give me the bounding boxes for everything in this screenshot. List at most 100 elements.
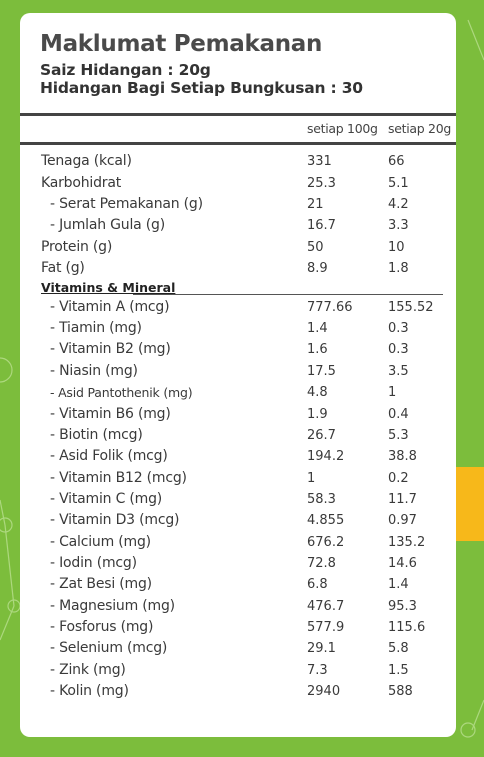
value-20g: 1.5 [388,663,409,678]
value-20g: 3.3 [388,218,409,233]
table-row: - Magnesium (mg) 476.7 95.3 [20,598,456,619]
value-20g: 155.52 [388,300,434,315]
table-row: - Zat Besi (mg) 6.8 1.4 [20,576,456,597]
section-heading-vitamins: Vitamins & Mineral [41,280,176,295]
nutrition-card: Maklumat Pemakanan Saiz Hidangan : 20g H… [20,13,456,737]
nutrient-label: - Zat Besi (mg) [50,576,152,592]
table-row: - Vitamin A (mcg) 777.66 155.52 [20,299,456,320]
table-row: Karbohidrat 25.3 5.1 [20,175,456,196]
table-row: - Vitamin B12 (mcg) 1 0.2 [20,470,456,491]
value-20g: 38.8 [388,449,417,464]
value-20g: 1.8 [388,261,409,276]
side-accent-tab [456,467,484,541]
value-20g: 10 [388,240,405,255]
table-row: - Selenium (mcg) 29.1 5.8 [20,640,456,661]
value-20g: 115.6 [388,620,426,635]
value-100g: 29.1 [307,641,336,656]
nutrient-label: - Vitamin B12 (mcg) [50,470,187,486]
value-100g: 2940 [307,684,341,699]
table-row: Tenaga (kcal) 331 66 [20,153,456,174]
table-row: - Fosforus (mg) 577.9 115.6 [20,619,456,640]
value-20g: 0.97 [388,513,417,528]
nutrient-label: Protein (g) [41,239,113,255]
nutrient-label: - Asid Pantothenik (mg) [50,385,193,400]
nutrient-label: - Vitamin B6 (mg) [50,406,171,422]
nutrient-label: Fat (g) [41,260,85,276]
table-row: - Zink (mg) 7.3 1.5 [20,662,456,683]
nutrient-label: - Magnesium (mg) [50,598,175,614]
value-20g: 14.6 [388,556,417,571]
table-row: - Jumlah Gula (g) 16.7 3.3 [20,217,456,238]
value-20g: 0.3 [388,342,409,357]
value-20g: 5.8 [388,641,409,656]
value-100g: 7.3 [307,663,328,678]
value-20g: 95.3 [388,599,417,614]
table-row: - Asid Folik (mcg) 194.2 38.8 [20,448,456,469]
header-divider-bottom [20,142,456,145]
nutrient-label: Tenaga (kcal) [41,153,132,169]
table-row: - Vitamin D3 (mcg) 4.855 0.97 [20,512,456,533]
page-title: Maklumat Pemakanan [40,31,323,57]
servings-per-pack: Hidangan Bagi Setiap Bungkusan : 30 [40,79,363,97]
value-100g: 58.3 [307,492,336,507]
value-100g: 17.5 [307,364,336,379]
value-100g: 1 [307,471,316,486]
column-header-20g: setiap 20g [388,121,451,136]
header-divider-top [20,113,456,116]
value-100g: 476.7 [307,599,345,614]
value-100g: 4.8 [307,385,328,400]
nutrient-label: Karbohidrat [41,175,121,191]
value-100g: 4.855 [307,513,345,528]
table-row: - Asid Pantothenik (mg) 4.8 1 [20,384,456,405]
value-20g: 1 [388,385,397,400]
table-row: - Serat Pemakanan (g) 21 4.2 [20,196,456,217]
nutrient-label: - Iodin (mcg) [50,555,137,571]
value-20g: 3.5 [388,364,409,379]
nutrient-label: - Serat Pemakanan (g) [50,196,203,212]
table-row: - Biotin (mcg) 26.7 5.3 [20,427,456,448]
table-row: - Vitamin B6 (mg) 1.9 0.4 [20,406,456,427]
table-row: - Kolin (mg) 2940 588 [20,683,456,704]
nutrient-label: - Niasin (mg) [50,363,138,379]
value-20g: 135.2 [388,535,426,550]
value-100g: 331 [307,154,332,169]
nutrient-label: - Biotin (mcg) [50,427,143,443]
value-100g: 26.7 [307,428,336,443]
table-row: - Vitamin C (mg) 58.3 11.7 [20,491,456,512]
value-100g: 1.6 [307,342,328,357]
nutrient-label: - Vitamin C (mg) [50,491,163,507]
nutrient-label: - Tiamin (mg) [50,320,142,336]
section-divider [133,294,443,295]
value-20g: 5.1 [388,176,409,191]
table-row: - Tiamin (mg) 1.4 0.3 [20,320,456,341]
value-100g: 72.8 [307,556,336,571]
value-100g: 1.4 [307,321,328,336]
table-row: - Vitamin B2 (mg) 1.6 0.3 [20,341,456,362]
table-row: - Iodin (mcg) 72.8 14.6 [20,555,456,576]
table-row: Fat (g) 8.9 1.8 [20,260,456,281]
value-20g: 0.3 [388,321,409,336]
value-100g: 25.3 [307,176,336,191]
value-20g: 0.2 [388,471,409,486]
nutrient-label: - Vitamin A (mcg) [50,299,170,315]
nutrient-label: - Vitamin D3 (mcg) [50,512,180,528]
column-header-100g: setiap 100g [307,121,378,136]
table-row: Protein (g) 50 10 [20,239,456,260]
value-100g: 16.7 [307,218,336,233]
nutrient-label: - Zink (mg) [50,662,126,678]
value-20g: 5.3 [388,428,409,443]
value-100g: 21 [307,197,324,212]
nutrient-label: - Calcium (mg) [50,534,151,550]
nutrient-label: - Kolin (mg) [50,683,129,699]
value-100g: 577.9 [307,620,345,635]
value-100g: 676.2 [307,535,345,550]
value-20g: 66 [388,154,405,169]
table-row: - Niasin (mg) 17.5 3.5 [20,363,456,384]
value-20g: 4.2 [388,197,409,212]
value-20g: 1.4 [388,577,409,592]
value-20g: 588 [388,684,413,699]
value-100g: 777.66 [307,300,353,315]
nutrient-label: - Jumlah Gula (g) [50,217,165,233]
table-row: - Calcium (mg) 676.2 135.2 [20,534,456,555]
value-100g: 50 [307,240,324,255]
